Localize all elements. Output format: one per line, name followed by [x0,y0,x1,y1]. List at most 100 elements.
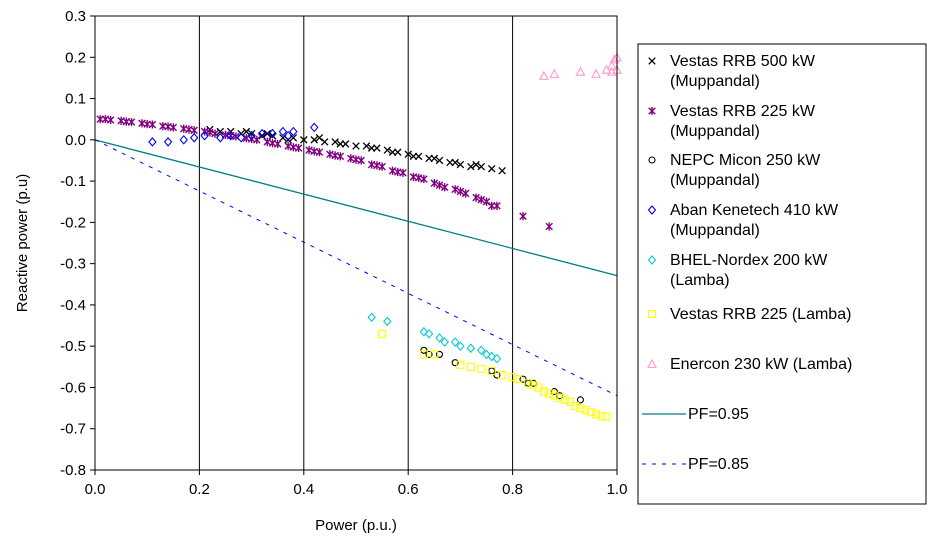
plot-area [94,15,618,471]
data-point [565,397,575,406]
data-point [581,406,590,415]
data-point [482,349,491,360]
legend-swatch [648,156,656,164]
y-tick-label: -0.3 [60,256,86,273]
data-point [477,162,486,171]
series-layer [94,52,622,421]
data-point [367,144,376,152]
data-point [487,164,496,173]
data-point [576,404,585,413]
data-point [487,366,496,375]
data-point [539,70,549,80]
legend-label: (Muppandal) [670,123,760,140]
data-point [101,115,110,124]
data-point [493,371,501,379]
data-point [362,142,371,150]
data-point [268,139,277,148]
data-point [378,329,387,338]
data-point [122,117,131,126]
data-point [477,195,486,204]
data-point [268,128,277,139]
data-point [586,408,595,417]
y-tick-label: 0.1 [65,91,86,108]
data-point [550,388,558,396]
data-point [472,193,480,202]
x-axis-label: Power (p.u.) [315,517,397,534]
legend-swatch [648,57,656,65]
data-point [467,162,475,171]
series-line [94,139,618,397]
data-point [466,343,476,354]
gridlines [198,16,514,470]
data-point [524,379,533,388]
data-point [404,150,412,159]
data-point [545,389,554,398]
data-point [545,222,553,231]
y-tick-label: -0.2 [60,214,86,231]
series-line [94,139,618,277]
data-point [482,197,491,206]
data-point [383,316,392,327]
data-point [310,147,319,156]
legend-label: PF=0.85 [688,456,749,473]
data-point [388,148,397,156]
data-point [550,391,559,400]
data-point [336,140,345,148]
y-tick-label: -0.6 [60,379,86,396]
data-point [609,54,620,64]
data-point [263,129,272,138]
data-point [456,187,465,196]
legend-swatch [647,309,657,319]
data-point [456,160,465,169]
data-point [289,143,298,152]
series-7 [94,139,618,277]
data-point [591,68,602,78]
data-point [257,128,267,139]
data-point [519,375,527,383]
data-point [430,179,439,188]
legend-swatch [647,205,657,215]
legend-box [637,43,927,505]
data-point [326,150,334,159]
data-point [315,133,324,142]
x-tick-label: 0.4 [293,481,314,498]
series-5 [378,329,611,421]
data-point [539,387,548,396]
y-tick-label: -0.8 [60,462,86,479]
data-point [367,312,376,323]
data-point [310,122,319,133]
data-point [189,132,199,143]
data-point [440,337,449,347]
data-point [508,373,517,382]
data-point [435,333,444,343]
y-tick-label: -0.4 [60,297,86,314]
data-point [597,412,606,421]
data-point [420,174,428,184]
data-point [477,345,486,356]
data-point [226,130,235,141]
x-tick-label: 0.0 [85,481,106,498]
legend: Vestas RRB 500 kW (Muppandal) Vestas RRB 2… [637,43,927,505]
y-tick-label: -0.1 [60,173,86,190]
data-point [487,351,496,362]
data-point [300,136,308,144]
data-point [247,130,256,141]
data-point [226,131,235,140]
data-point [492,353,502,364]
data-point [352,142,360,150]
series-4 [367,312,502,364]
data-point [179,134,188,145]
x-axis-ticks: 0.0 0.2 0.4 0.6 0.8 1.0 [85,470,627,498]
data-point [472,160,480,169]
data-point [331,151,339,160]
y-axis-label: Reactive power (p.u) [14,174,31,312]
series-3 [148,122,319,147]
y-tick-label: 0.0 [65,132,86,149]
data-point [424,328,434,339]
data-point [498,167,506,175]
data-point [414,173,423,182]
data-point [310,136,318,144]
data-point [148,137,157,147]
data-point [283,130,293,141]
